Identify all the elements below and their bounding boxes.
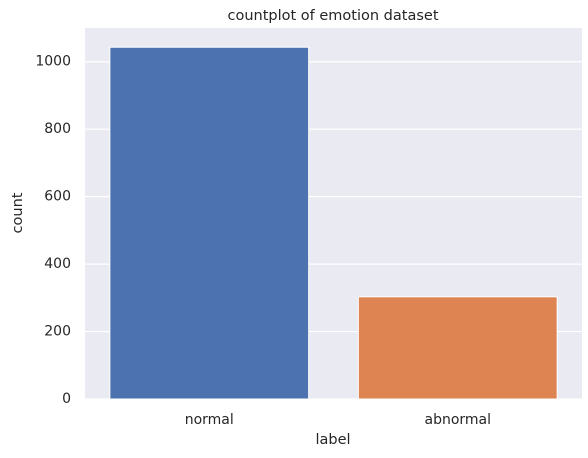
- x-axis-label: label: [315, 432, 350, 448]
- y-axis-label: count: [10, 192, 26, 233]
- x-tick-label: normal: [185, 412, 234, 428]
- x-tick-label: abnormal: [424, 412, 491, 428]
- bar: [357, 296, 558, 400]
- y-tick-label: 800: [44, 121, 71, 137]
- y-tick-label: 400: [44, 256, 71, 272]
- y-tick-label: 0: [62, 391, 71, 407]
- bar: [109, 46, 310, 400]
- y-tick-label: 600: [44, 189, 71, 205]
- chart-title: countplot of emotion dataset: [227, 8, 438, 24]
- y-tick-label: 1000: [35, 54, 71, 70]
- y-tick-label: 200: [44, 324, 71, 340]
